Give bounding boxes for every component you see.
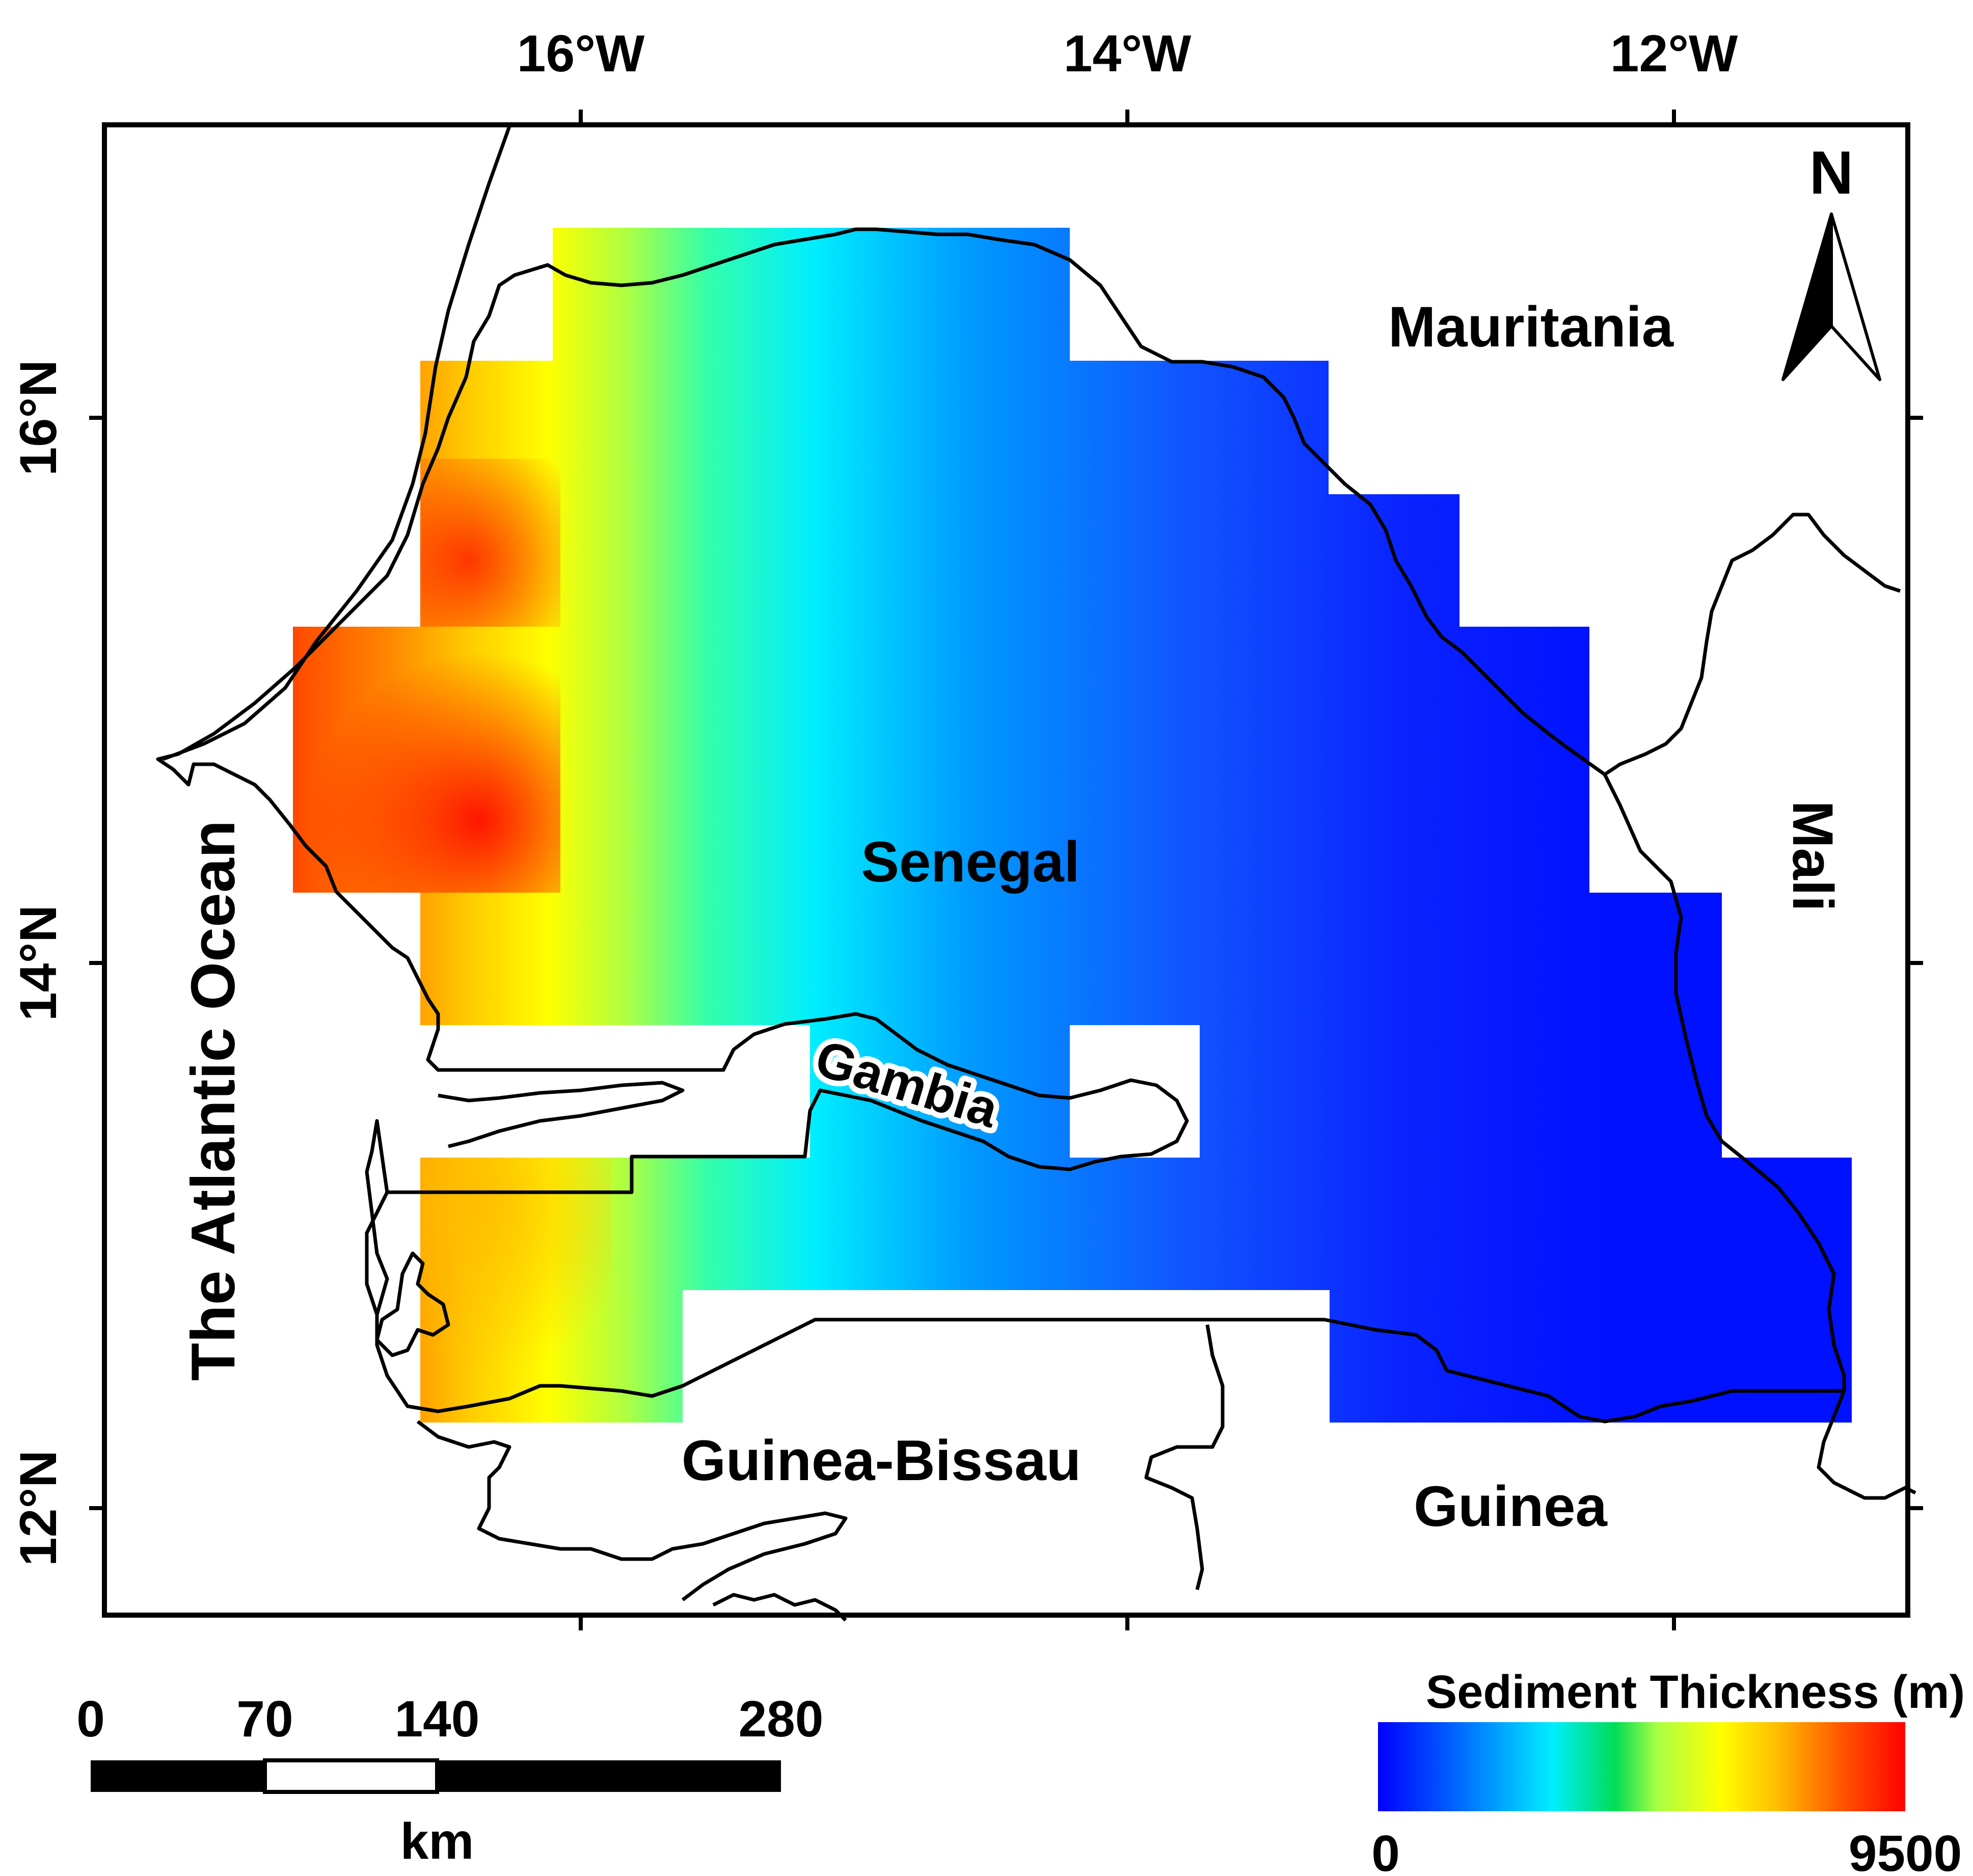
scale-bar: 0 70 140 280 km (76, 1691, 823, 1870)
scale-bar-ticks: 0 70 140 280 (76, 1691, 823, 1748)
raster-red-hotspot-north (420, 459, 560, 627)
legend-color-ramp (1378, 1722, 1905, 1811)
label-mali: Mali (1781, 800, 1845, 912)
north-arrow-right-half (1830, 212, 1881, 381)
legend-title: Sediment Thickness (m) (1426, 1666, 1965, 1718)
raster-orange-hotspot-south (420, 1158, 611, 1423)
scale-tick-70: 70 (236, 1691, 293, 1748)
lat-label-14n: 14°N (9, 905, 67, 1021)
guinea-bissau-south-coast (416, 1420, 848, 1601)
north-arrow-left-half (1781, 212, 1833, 381)
north-arrow-label: N (1809, 139, 1854, 207)
north-arrow-icon: N (1781, 139, 1881, 381)
guinea-boundary (1144, 1324, 1225, 1590)
latitude-labels: 16°N 14°N 12°N (9, 360, 67, 1566)
gambia-inner-river (438, 1081, 685, 1148)
longitude-ticks (579, 110, 1676, 1630)
map-frame (102, 122, 1910, 1618)
bijagos-islands (375, 1251, 450, 1357)
label-atlantic-ocean: The Atlantic Ocean (178, 820, 248, 1381)
guinea-bissau-boundary (365, 1191, 389, 1316)
raster-red-hotspot (293, 627, 560, 893)
latitude-ticks (89, 416, 1923, 1510)
scale-bar-segment-2 (263, 1758, 439, 1794)
legend-max-label: 9500 (1849, 1825, 1962, 1873)
scale-bar-unit: km (400, 1813, 474, 1870)
legend: Sediment Thickness (m) 0 9500 (1371, 1666, 1965, 1876)
label-senegal: Senegal (861, 830, 1080, 894)
lon-label-12w: 12°W (1610, 24, 1738, 83)
longitude-labels: 16°W 14°W 12°W (517, 24, 1738, 83)
senegal-boundary (156, 227, 1846, 1424)
scale-bar-segment-1 (91, 1760, 265, 1792)
mali-guinea-boundary (1817, 1390, 1916, 1500)
coastal-islands-south (712, 1593, 847, 1622)
lon-label-14w: 14°W (1064, 24, 1192, 83)
label-guinea: Guinea (1414, 1475, 1607, 1538)
scale-tick-140: 140 (395, 1691, 480, 1748)
coastline-mauritania (162, 125, 511, 761)
legend-min-label: 0 (1371, 1825, 1400, 1873)
scale-tick-280: 280 (739, 1691, 824, 1748)
scale-tick-0: 0 (76, 1691, 105, 1748)
scale-bar-segment-3 (437, 1760, 781, 1792)
label-guinea-bissau: Guinea-Bissau (682, 1429, 1081, 1492)
lat-label-16n: 16°N (9, 360, 67, 476)
sediment-thickness-raster (293, 228, 1852, 1423)
label-mauritania: Mauritania (1388, 295, 1674, 359)
lat-label-12n: 12°N (9, 1450, 67, 1566)
lon-label-16w: 16°W (517, 24, 645, 83)
country-boundaries (156, 125, 1916, 1622)
mali-boundary (1604, 513, 1901, 776)
raster-main-block (293, 228, 1852, 1423)
